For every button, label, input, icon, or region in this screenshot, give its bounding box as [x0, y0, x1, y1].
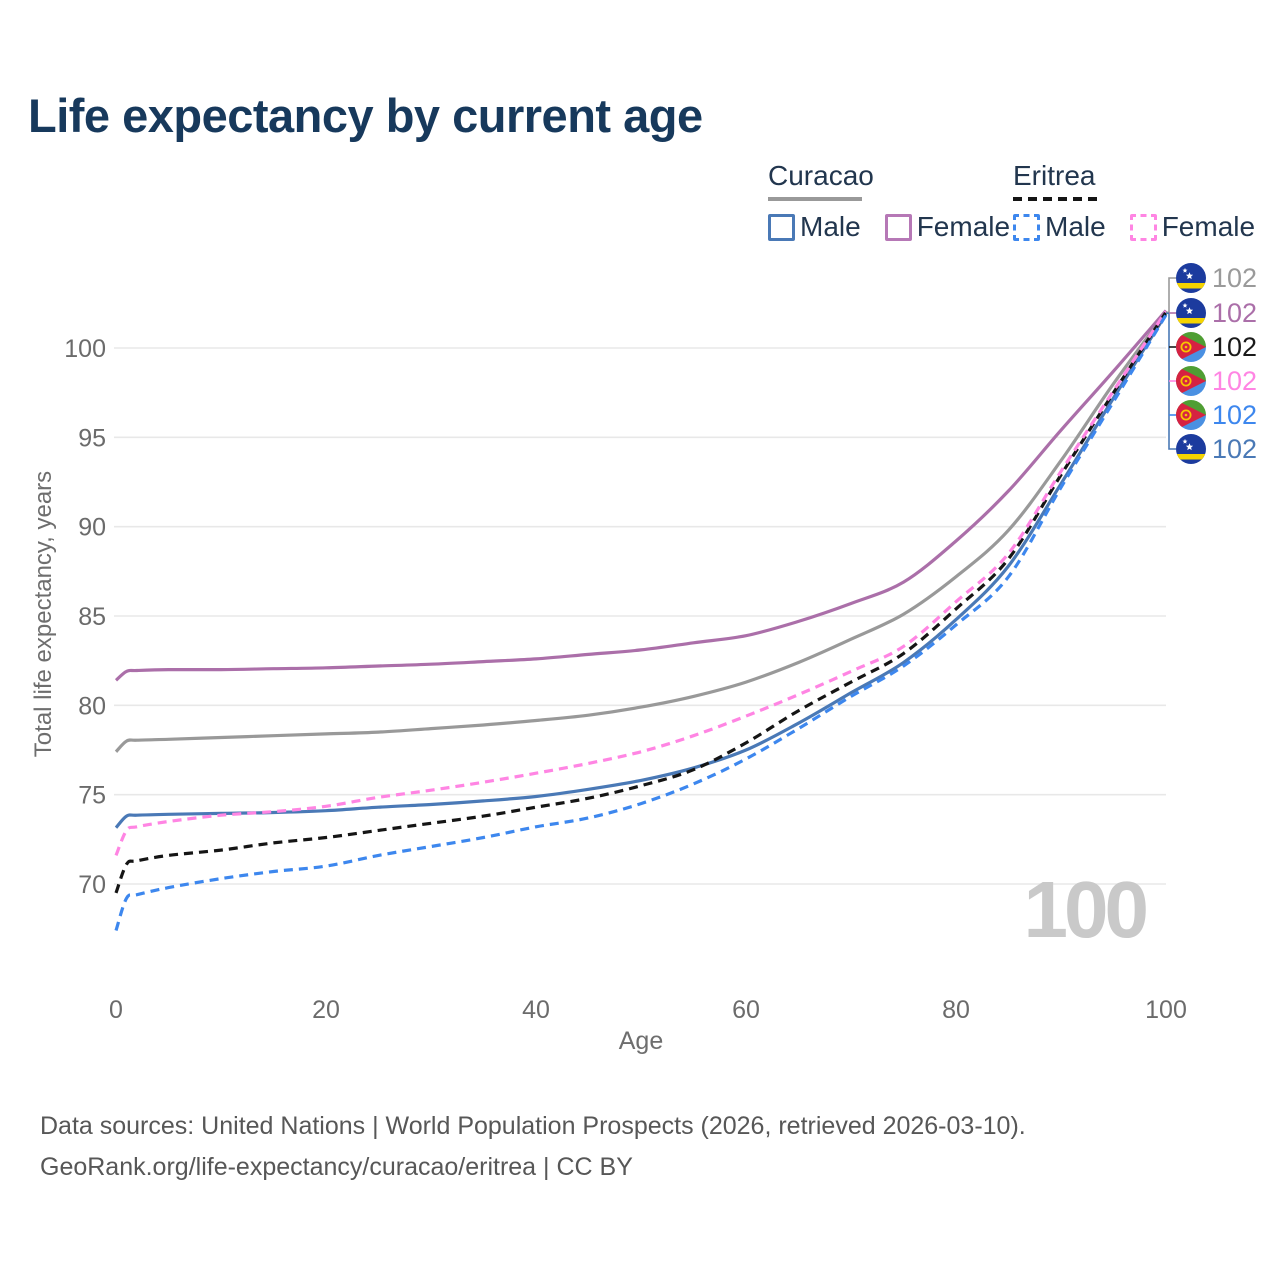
legend-label-curacao-female: Female [916, 211, 1011, 242]
end-label-value: 102 [1212, 298, 1257, 328]
legend-label-eritrea-male: Male [1045, 211, 1106, 242]
series-line-curacao-male [114, 313, 1168, 829]
footer: Data sources: United Nations | World Pop… [40, 1106, 1026, 1188]
y-tick-label-70: 70 [78, 871, 106, 899]
legend-label-eritrea-female: Female [1161, 211, 1256, 242]
x-tick-label-60: 60 [732, 996, 760, 1024]
x-tick-label-80: 80 [942, 996, 970, 1024]
end-label-value: 102 [1212, 263, 1257, 293]
footer-data-sources: Data sources: United Nations | World Pop… [40, 1112, 1026, 1140]
y-tick-label-85: 85 [78, 603, 106, 631]
y-tick-label-80: 80 [78, 692, 106, 720]
x-tick-label-40: 40 [522, 996, 550, 1024]
footer-attribution: GeoRank.org/life-expectancy/curacao/erit… [40, 1153, 633, 1181]
legend-label-curacao-male: Male [800, 211, 861, 242]
flag-icon-curacao[interactable] [1176, 298, 1206, 328]
series-line-curacao-total [114, 311, 1168, 753]
y-tick-label-75: 75 [78, 782, 106, 810]
series-line-curacao-female [114, 309, 1168, 682]
end-label-value: 102 [1212, 332, 1257, 362]
y-tick-label-100: 100 [64, 335, 106, 363]
legend-group-eritrea-header[interactable]: Eritrea [1013, 160, 1096, 191]
legend-group-eritrea: Eritrea Male Female [1013, 160, 1255, 243]
legend-swatch-curacao-female [884, 213, 912, 241]
flag-icon-curacao[interactable] [1176, 434, 1206, 464]
legend-swatch-curacao-male [768, 213, 795, 241]
legend-group-eritrea-underline [1013, 197, 1097, 201]
legend-item-curacao-female[interactable]: Female [884, 211, 1011, 243]
y-axis-title: Total life expectancy, years [30, 470, 57, 758]
legend-row-eritrea: Male Female [1013, 211, 1255, 243]
x-tick-label-100: 100 [1145, 996, 1187, 1024]
legend-row-curacao: Male Female [768, 211, 1010, 243]
flag-icon-eritrea[interactable] [1176, 400, 1206, 430]
flag-icon-eritrea[interactable] [1176, 366, 1206, 396]
legend-item-eritrea-female[interactable]: Female [1129, 211, 1256, 243]
end-label-value: 102 [1212, 400, 1257, 430]
flag-icon-eritrea[interactable] [1176, 332, 1206, 362]
x-tick-label-0: 0 [109, 996, 123, 1024]
legend-swatch-eritrea-female [1129, 213, 1157, 241]
x-tick-label-20: 20 [312, 996, 340, 1024]
y-tick-label-90: 90 [78, 514, 106, 542]
legend-item-curacao-male[interactable]: Male [768, 211, 861, 243]
age-watermark: 100 [1023, 865, 1150, 954]
legend-group-curacao-header[interactable]: Curacao [768, 160, 874, 191]
end-label-connector [1166, 277, 1176, 314]
series-line-eritrea-female [114, 310, 1168, 857]
y-tick-label-95: 95 [78, 424, 106, 452]
series-line-eritrea-male [114, 314, 1168, 932]
series-line-eritrea-total [114, 311, 1168, 894]
legend-group-curacao: Curacao Male Female [768, 160, 1010, 243]
end-label-value: 102 [1212, 434, 1257, 464]
legend-swatch-eritrea-male [1013, 213, 1040, 241]
legend-item-eritrea-male[interactable]: Male [1013, 211, 1106, 243]
x-axis-title: Age [618, 1027, 664, 1055]
flag-icon-curacao[interactable] [1176, 263, 1206, 293]
end-label-value: 102 [1212, 366, 1257, 396]
page-title: Life expectancy by current age [28, 89, 703, 142]
legend-group-curacao-underline [768, 197, 862, 201]
